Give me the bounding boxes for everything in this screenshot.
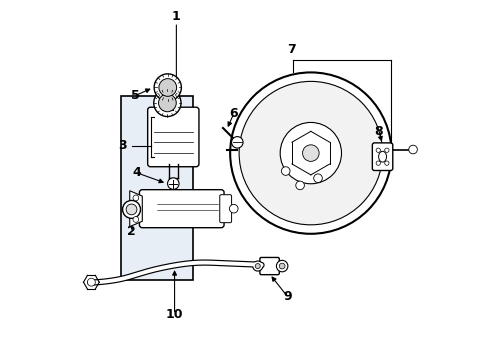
Circle shape <box>167 178 179 189</box>
Circle shape <box>408 145 416 154</box>
Circle shape <box>133 217 139 222</box>
Text: 7: 7 <box>286 42 295 55</box>
Text: 10: 10 <box>165 308 183 321</box>
FancyBboxPatch shape <box>219 195 231 223</box>
Circle shape <box>302 145 319 161</box>
Circle shape <box>159 78 176 96</box>
Circle shape <box>126 204 137 215</box>
Circle shape <box>255 264 260 269</box>
Bar <box>163 101 172 110</box>
Circle shape <box>313 174 322 183</box>
Circle shape <box>276 260 287 272</box>
Circle shape <box>87 278 95 286</box>
Text: 9: 9 <box>283 290 291 303</box>
Polygon shape <box>129 191 142 226</box>
Ellipse shape <box>378 151 386 162</box>
Circle shape <box>375 148 380 152</box>
Text: 4: 4 <box>132 166 141 179</box>
Circle shape <box>239 81 382 225</box>
FancyBboxPatch shape <box>147 107 199 167</box>
Bar <box>121 96 192 280</box>
Circle shape <box>230 72 391 234</box>
Circle shape <box>384 161 388 165</box>
Circle shape <box>122 201 140 219</box>
Text: 1: 1 <box>172 10 181 23</box>
Text: 6: 6 <box>229 107 238 120</box>
FancyBboxPatch shape <box>260 257 279 275</box>
Circle shape <box>231 136 243 148</box>
Circle shape <box>281 167 289 175</box>
Circle shape <box>252 261 262 271</box>
Text: 3: 3 <box>118 139 126 152</box>
Circle shape <box>133 195 139 201</box>
Circle shape <box>295 181 304 190</box>
Circle shape <box>154 74 181 101</box>
Text: 2: 2 <box>127 225 136 238</box>
Circle shape <box>153 89 181 117</box>
FancyBboxPatch shape <box>371 143 392 171</box>
FancyBboxPatch shape <box>139 190 224 228</box>
Circle shape <box>280 122 341 184</box>
Text: 8: 8 <box>374 125 383 138</box>
Circle shape <box>375 161 380 165</box>
Circle shape <box>279 263 285 269</box>
Text: 5: 5 <box>130 89 139 102</box>
Circle shape <box>158 94 176 112</box>
Circle shape <box>384 148 388 152</box>
Circle shape <box>229 204 238 213</box>
